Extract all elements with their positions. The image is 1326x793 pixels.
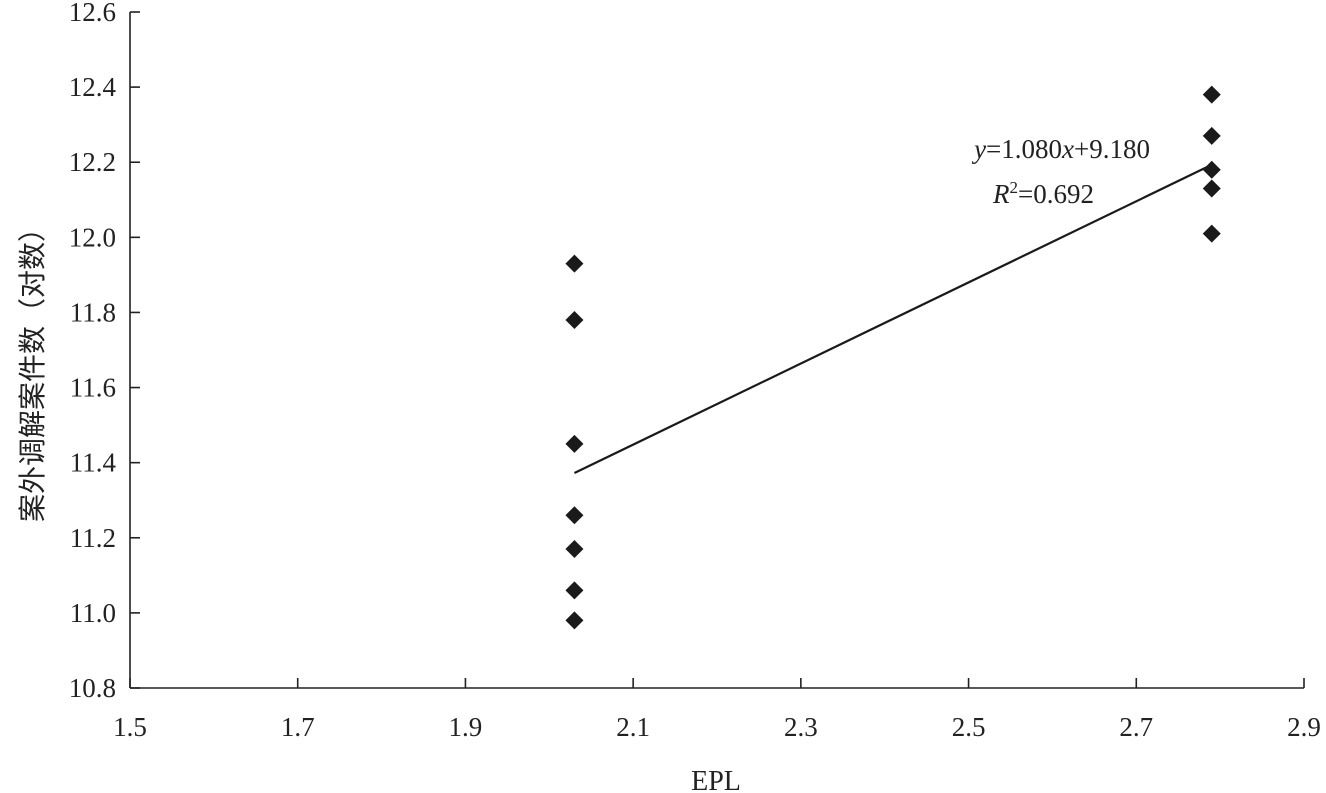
data-point [565,310,584,329]
y-tick-label: 10.8 [69,673,116,703]
data-point [1202,224,1221,243]
data-point [1202,126,1221,145]
y-tick-label: 11.4 [70,448,117,478]
data-point [565,581,584,600]
x-tick-label: 2.1 [616,712,650,742]
trendline-equation: y=1.080x+9.180 [971,134,1150,164]
x-tick-label: 1.5 [113,712,147,742]
x-tick-label: 2.7 [1119,712,1153,742]
data-point [565,540,584,559]
x-tick-label: 2.9 [1287,712,1321,742]
data-point [1202,160,1221,179]
y-tick-label: 12.6 [69,0,116,27]
x-tick-label: 1.7 [281,712,315,742]
y-tick-label: 11.0 [70,598,116,628]
data-point [1202,85,1221,104]
x-tick-label: 2.5 [952,712,986,742]
x-tick-label: 1.9 [449,712,483,742]
trendline [573,163,1213,475]
x-tick-label: 2.3 [784,712,818,742]
data-point [565,506,584,525]
y-tick-label: 11.8 [70,297,116,327]
data-point [565,434,584,453]
y-tick-label: 11.6 [70,373,116,403]
y-tick-label: 12.0 [69,222,116,252]
y-tick-label: 12.2 [69,147,116,177]
x-axis-title: EPL [691,766,741,793]
data-point [565,611,584,630]
data-point [1202,179,1221,198]
y-axis-title: 案外调解案件数（对数） [17,214,49,522]
data-point [565,254,584,273]
y-tick-label: 12.4 [69,72,117,102]
r-squared-label: R2=0.692 [992,178,1094,209]
y-tick-label: 11.2 [70,523,116,553]
